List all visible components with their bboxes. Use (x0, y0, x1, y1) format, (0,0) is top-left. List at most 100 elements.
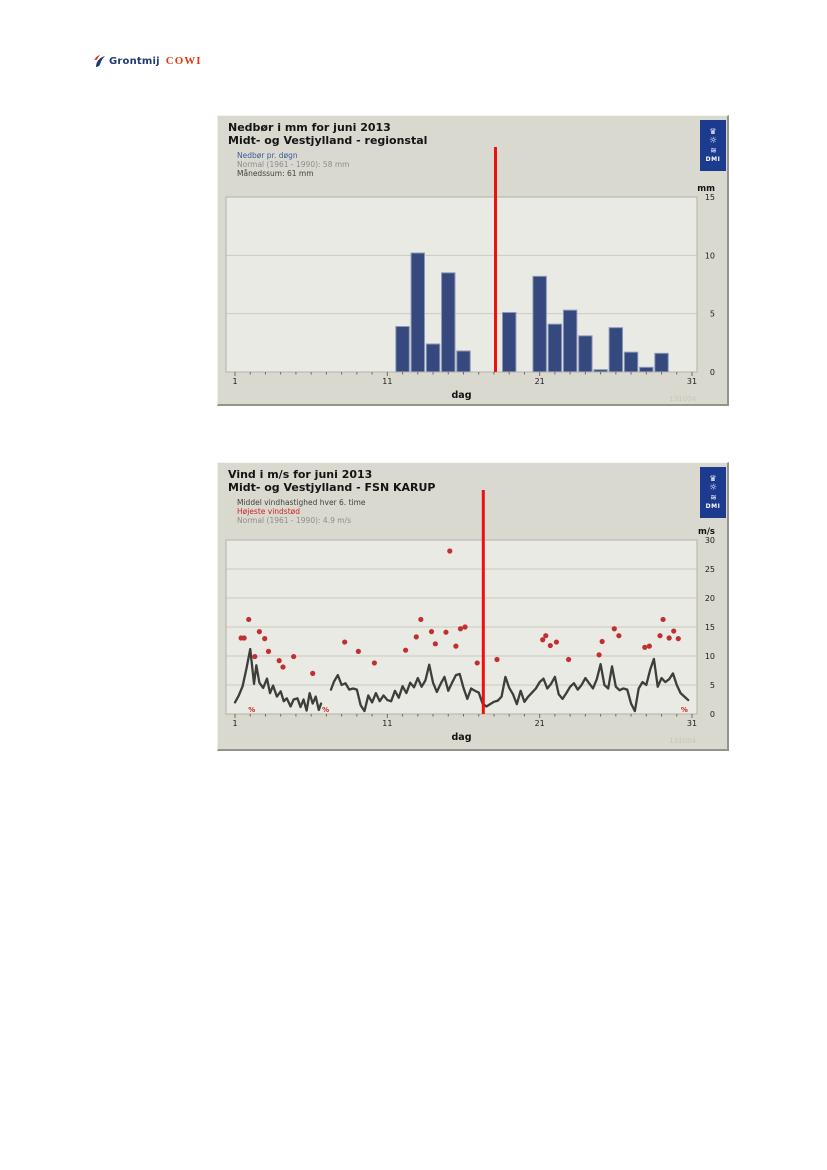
chart-title: Vind i m/s for juni 2013 (228, 468, 373, 481)
dmi-label: DMI (705, 503, 721, 510)
gust-dot (291, 653, 297, 660)
gust-dot (280, 664, 286, 670)
gust-dot (675, 636, 681, 642)
gust-dot (462, 624, 468, 630)
y-tick-label: 30 (705, 536, 715, 545)
precip-bar (608, 327, 624, 373)
y-tick-label: 20 (705, 594, 715, 603)
crown-icon: ♛ (709, 474, 717, 483)
precip-bar (639, 366, 654, 373)
precip-bar (654, 352, 669, 373)
gust-dot (671, 628, 677, 634)
gust-dot (660, 616, 666, 623)
gust-dot (256, 629, 262, 635)
x-axis-label: dag (451, 732, 471, 743)
legend-entry: Normal (1961 - 1990): 58 mm (237, 160, 350, 169)
y-tick-label: 15 (705, 623, 715, 632)
legend-entry: Højeste vindstød (237, 507, 301, 516)
gust-dot (657, 633, 663, 639)
precip-bar (441, 272, 456, 373)
precip-bar (425, 343, 441, 373)
gust-dot (447, 548, 453, 554)
gust-dot (596, 652, 602, 658)
gust-dot (276, 658, 282, 664)
waves-icon: ≋ (710, 146, 717, 155)
gust-dot (246, 616, 252, 623)
gust-dot (453, 643, 459, 649)
precip-bar (410, 252, 425, 373)
legend-entry: Middel vindhastighed hver 6. time (237, 498, 366, 507)
gust-dot (611, 626, 617, 632)
gust-dot (457, 626, 464, 632)
missing-data-mark: % (248, 706, 255, 714)
dmi-label: DMI (705, 156, 721, 163)
x-tick-label: 1 (232, 377, 237, 386)
gust-dot (371, 660, 377, 666)
gust-dot (443, 629, 449, 635)
y-tick-label: 5 (710, 681, 715, 690)
gust-dot (666, 635, 672, 641)
gust-dot (616, 633, 622, 639)
gust-dot (547, 642, 553, 649)
precip-bar (501, 312, 517, 373)
gust-dot (566, 656, 572, 663)
sun-icon: ☼ (708, 483, 718, 493)
gust-dot (494, 656, 500, 663)
y-tick-label: 5 (710, 310, 715, 319)
y-axis-unit: mm (697, 184, 715, 194)
legend-entry: Månedssum: 61 mm (237, 169, 314, 178)
mean-wind-line (329, 657, 690, 713)
precipitation-chart-panel: 1 11 21 31 0 5 10 15 mm dag 131004 Nedbør i mm for… (217, 115, 729, 406)
precip-bar (578, 335, 593, 373)
gust-dot (428, 629, 435, 635)
y-axis-unit: m/s (698, 527, 715, 537)
gust-dot (252, 653, 258, 660)
missing-data-mark: % (322, 706, 329, 714)
x-tick-label: 21 (535, 719, 545, 728)
chart-subtitle: Midt- og Vestjylland - regionstal (228, 134, 428, 147)
chart-subtitle: Midt- og Vestjylland - FSN KARUP (228, 481, 436, 494)
gust-dot (553, 639, 560, 645)
gust-dot (432, 641, 438, 647)
precip-bar (562, 309, 578, 373)
gust-dot (543, 633, 549, 639)
x-tick-label: 31 (687, 377, 697, 386)
sun-icon: ☼ (708, 136, 718, 146)
gust-dot (310, 670, 316, 676)
gust-dot (474, 660, 480, 666)
gust-dot (355, 648, 361, 654)
company-name-cowi: COWI (165, 55, 202, 67)
dmi-logo: ♛ ☼ ≋ DMI (700, 467, 726, 518)
waves-icon: ≋ (710, 493, 717, 502)
y-tick-label: 15 (705, 193, 715, 202)
plot-border (225, 539, 698, 715)
legend-entry: Nedbør pr. døgn (237, 151, 298, 160)
legend-entry: Normal (1961 - 1990): 4.9 m/s (237, 516, 351, 525)
precip-bar (532, 275, 547, 373)
dmi-logo: ♛ ☼ ≋ DMI (700, 120, 726, 171)
missing-data-mark: % (681, 706, 688, 714)
precip-bar (547, 323, 563, 373)
plot-area (226, 197, 697, 372)
x-tick-label: 11 (382, 719, 392, 728)
company-logo: Grontmij COWI (93, 54, 202, 68)
precip-bar (456, 350, 471, 373)
y-tick-label: 25 (705, 565, 715, 574)
gust-dot (599, 638, 605, 645)
y-tick-label: 0 (710, 368, 715, 377)
gust-dot (342, 639, 348, 645)
gust-dot (413, 634, 419, 640)
x-axis-label: dag (451, 390, 471, 401)
x-tick-label: 31 (687, 719, 697, 728)
precip-bar (395, 326, 410, 373)
chart-title: Nedbør i mm for juni 2013 (228, 121, 391, 134)
x-tick-label: 11 (382, 377, 392, 386)
x-tick-label: 1 (232, 719, 237, 728)
gust-dot (403, 647, 409, 653)
watermark: 131004 (669, 395, 696, 403)
gust-dot (540, 637, 546, 643)
gust-dot (241, 635, 247, 641)
